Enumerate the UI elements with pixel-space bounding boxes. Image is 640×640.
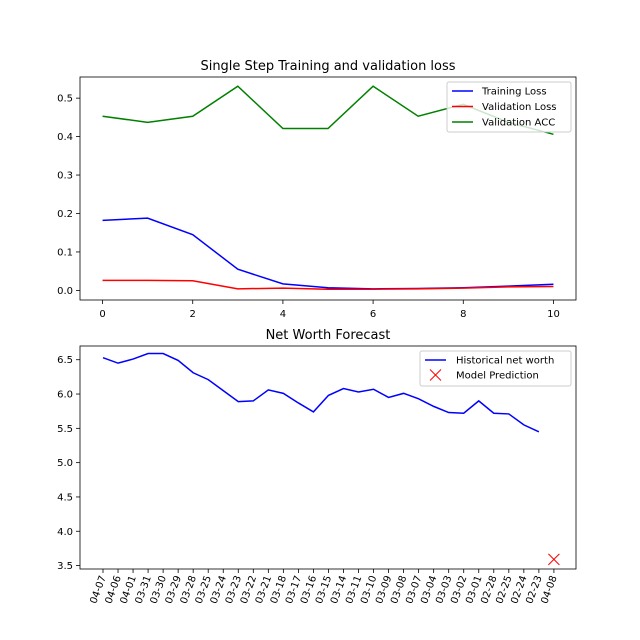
loss-series-line-1 xyxy=(102,279,554,290)
loss-y-tick-label: 0.4 xyxy=(57,132,73,143)
networth-legend-label: Model Prediction xyxy=(456,371,539,382)
loss-x-tick-label: 10 xyxy=(547,309,560,320)
networth-y-tick-label: 3.5 xyxy=(57,561,73,572)
networth-y-tick-label: 5.5 xyxy=(57,424,73,435)
networth-y-tick-label: 6.5 xyxy=(57,355,73,366)
loss-x-tick-label: 4 xyxy=(280,309,286,320)
loss-chart-legend: Training Loss Validation Loss Validation A… xyxy=(446,81,572,133)
networth-chart-legend: Historical net worth Model Prediction xyxy=(419,350,572,387)
loss-legend-box xyxy=(446,81,572,133)
networth-chart-title: Net Worth Forecast xyxy=(266,328,391,343)
networth-legend-box xyxy=(419,350,572,387)
loss-chart-plot-area: 0 2 4 6 8 10 0.0 0.1 0.2 0.3 0.4 0.5 xyxy=(57,76,577,320)
networth-chart-plot-area: 04-0704-0604-0103-3103-3003-2903-2803-25… xyxy=(57,345,577,605)
loss-y-tick-label: 0.3 xyxy=(57,171,73,182)
loss-y-tick-label: 0.1 xyxy=(57,247,73,258)
networth-y-tick-label: 4.0 xyxy=(57,527,73,538)
loss-y-tick-label: 0.0 xyxy=(57,286,73,297)
networth-chart: Net Worth Forecast 04-0704-0604-0103-310… xyxy=(57,328,577,605)
loss-axes-frame xyxy=(79,76,577,301)
loss-x-tick-label: 0 xyxy=(99,309,105,320)
loss-chart-title: Single Step Training and validation loss xyxy=(200,59,455,74)
loss-legend-label: Validation Loss xyxy=(482,102,557,113)
networth-axes-frame xyxy=(79,345,577,570)
loss-legend-label: Training Loss xyxy=(481,87,547,98)
networth-y-tick-label: 5.0 xyxy=(57,458,73,469)
networth-y-tick-label: 4.5 xyxy=(57,492,73,503)
loss-x-tick-label: 8 xyxy=(460,309,466,320)
loss-series-line-0 xyxy=(102,217,554,290)
loss-chart: Single Step Training and validation loss… xyxy=(57,59,577,320)
networth-legend-swatch xyxy=(429,369,442,381)
loss-x-tick-label: 6 xyxy=(370,309,376,320)
loss-y-tick-label: 0.2 xyxy=(57,209,73,220)
prediction-marker xyxy=(548,553,560,566)
networth-legend-label: Historical net worth xyxy=(456,356,554,367)
loss-y-tick-label: 0.5 xyxy=(57,94,73,105)
networth-history-line xyxy=(102,352,540,433)
networth-y-tick-label: 6.0 xyxy=(57,390,73,401)
loss-legend-label: Validation ACC xyxy=(482,118,555,129)
loss-x-tick-label: 2 xyxy=(190,309,196,320)
